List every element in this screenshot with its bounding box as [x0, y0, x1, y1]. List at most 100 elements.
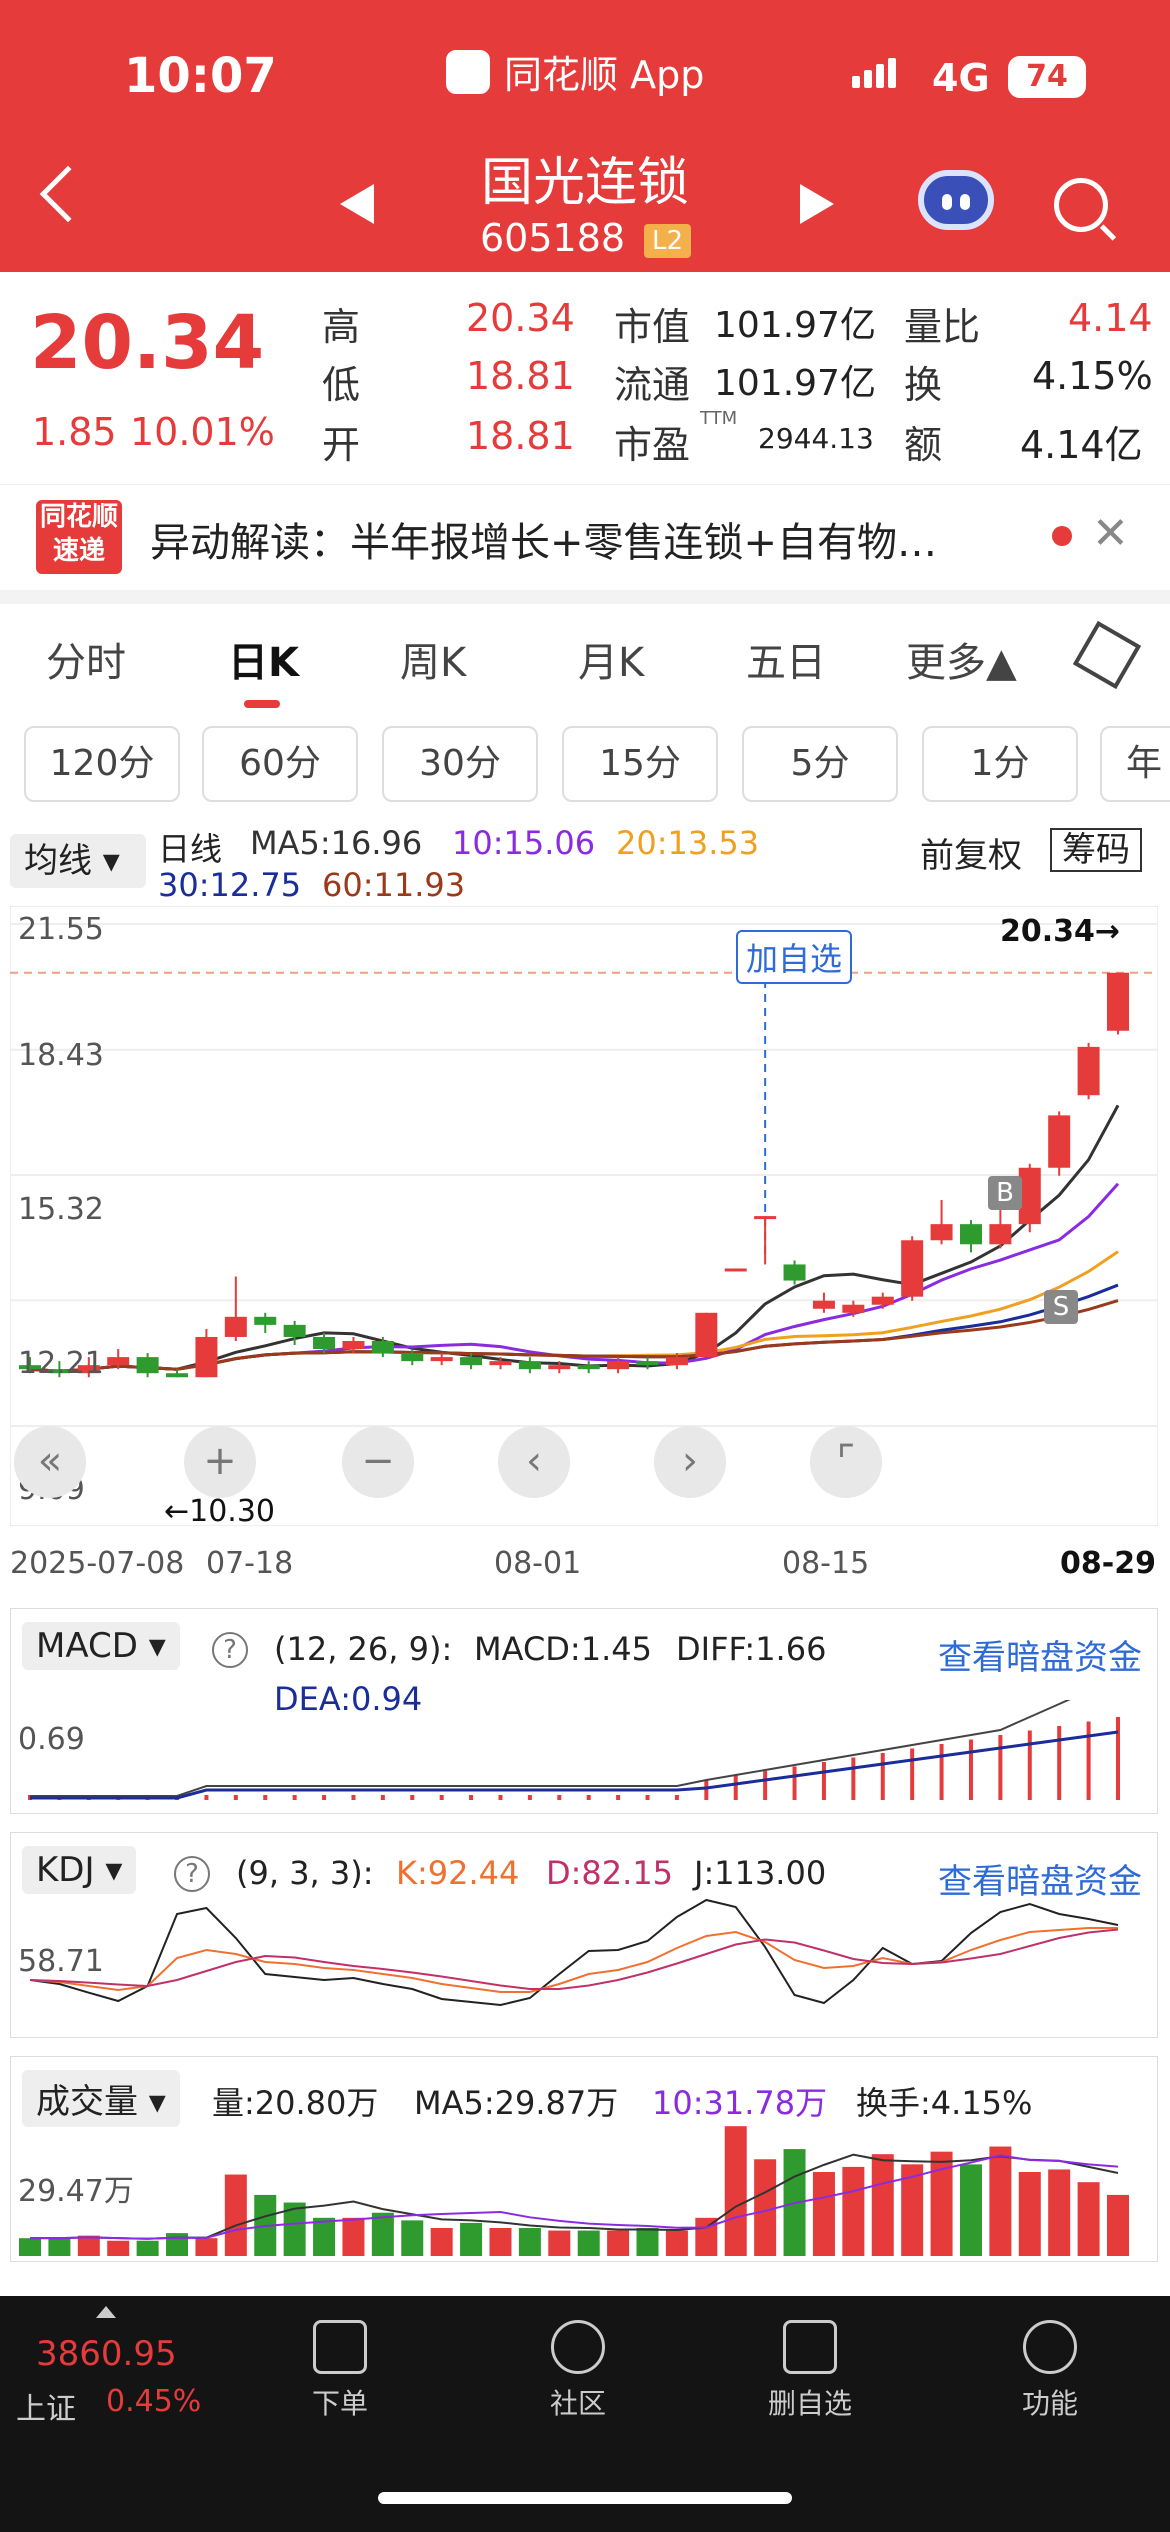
candle-body	[19, 1365, 41, 1370]
zoom-in-icon[interactable]: +	[184, 1426, 256, 1498]
volume-bar	[1077, 2182, 1100, 2256]
candle-body	[812, 1300, 835, 1309]
candle-body	[401, 1353, 424, 1362]
ai-robot-icon[interactable]	[918, 170, 994, 230]
chips-button[interactable]: 筹码	[1050, 828, 1142, 872]
index-value[interactable]: 3860.95	[36, 2334, 177, 2374]
news-logo: 同花顺 速递	[36, 500, 122, 574]
period-30[interactable]: 30分	[382, 726, 538, 802]
tab-week-k[interactable]: 周K	[400, 640, 467, 686]
volume-bar	[224, 2174, 247, 2256]
period-5[interactable]: 5分	[742, 726, 898, 802]
signal-icon	[852, 58, 900, 88]
dark-pool-link[interactable]: 查看暗盘资金	[938, 1862, 1142, 1902]
macd-selector[interactable]: MACD ▾	[22, 1622, 180, 1670]
news-text[interactable]: 异动解读：半年报增长+零售连锁+自有物…	[150, 520, 938, 566]
volume-bar	[283, 2202, 306, 2256]
pe-ttm-label: TTM	[700, 408, 738, 429]
add-watch-tag[interactable]: 加自选	[736, 930, 853, 984]
volume-bar	[724, 2126, 747, 2256]
volume-bar	[901, 2164, 924, 2256]
news-banner[interactable]	[0, 484, 1170, 590]
scroll-left-icon[interactable]: ‹	[498, 1426, 570, 1498]
tab-month-k[interactable]: 月K	[578, 640, 645, 686]
ma60-value: 60:11.93	[322, 866, 466, 904]
search-icon[interactable]	[1054, 178, 1108, 232]
macd-bar	[645, 1795, 650, 1800]
ma-selector[interactable]: 均线 ▾	[10, 834, 146, 888]
period-120[interactable]: 120分	[24, 726, 180, 802]
kdj-selector[interactable]: KDJ ▾	[22, 1846, 137, 1894]
volume-bar	[342, 2217, 365, 2256]
macd-dea: DEA:0.94	[274, 1680, 423, 1718]
volume-bar	[636, 2228, 659, 2256]
mktcap-label: 市值	[614, 305, 691, 349]
help-icon[interactable]: ?	[212, 1632, 248, 1668]
volume-bar	[812, 2172, 835, 2256]
period-year[interactable]: 年	[1100, 726, 1170, 802]
price-change: 1.85	[32, 410, 117, 454]
open-label: 开	[322, 423, 361, 467]
next-stock-icon[interactable]	[800, 184, 834, 224]
nav-remove-watch[interactable]: 删自选	[760, 2320, 860, 2422]
rewind-icon[interactable]: «	[14, 1426, 86, 1498]
ma20-value: 20:13.53	[616, 824, 760, 862]
fullscreen-icon[interactable]: ⌜	[810, 1426, 882, 1498]
scroll-right-icon[interactable]: ›	[654, 1426, 726, 1498]
volume-bar	[989, 2146, 1012, 2256]
sell-marker: S	[1044, 1290, 1078, 1324]
nav-functions[interactable]: 功能	[1010, 2320, 1090, 2422]
nav-community[interactable]: 社区	[538, 2320, 618, 2422]
macd-bar	[704, 1780, 709, 1800]
volume-bar	[107, 2240, 130, 2256]
settings-icon[interactable]	[1072, 620, 1142, 690]
nav-order[interactable]: 下单	[300, 2320, 380, 2422]
kdj-j-line	[29, 1898, 1119, 2007]
prev-stock-icon[interactable]	[340, 184, 374, 224]
pe-value: 2944.13	[758, 422, 874, 455]
macd-bar	[1116, 1717, 1120, 1800]
status-time: 10:07	[124, 48, 277, 104]
volume-bar	[48, 2238, 71, 2256]
index-arrow-icon	[96, 2306, 116, 2318]
volume-selector[interactable]: 成交量 ▾	[22, 2070, 180, 2127]
macd-bar	[939, 1744, 944, 1800]
period-15[interactable]: 15分	[562, 726, 718, 802]
candle-body	[254, 1316, 277, 1325]
macd-bar	[380, 1795, 385, 1800]
tab-more[interactable]: 更多▲	[906, 640, 1017, 686]
help-icon[interactable]: ?	[174, 1856, 210, 1892]
y-tick-1: 18.43	[18, 1038, 104, 1073]
volume-bar	[518, 2228, 541, 2256]
period-1[interactable]: 1分	[922, 726, 1078, 802]
turnover-value: 4.15%	[1032, 354, 1153, 398]
macd-bar	[880, 1753, 885, 1800]
volume-panel	[10, 2056, 1158, 2262]
battery-icon: 74	[1008, 56, 1086, 98]
candle-body	[1048, 1115, 1071, 1168]
high-value: 20.34	[466, 296, 575, 340]
tab-five-day[interactable]: 五日	[746, 640, 826, 686]
close-icon[interactable]: ✕	[1092, 508, 1129, 559]
adjust-label[interactable]: 前复权	[920, 836, 1022, 876]
tab-day-k[interactable]: 日K	[228, 640, 299, 686]
low-value: 18.81	[466, 354, 575, 398]
volume-bar	[665, 2230, 688, 2256]
vol-ratio-value: 4.14	[1068, 296, 1153, 340]
volume-bar	[77, 2235, 100, 2256]
kline-chart[interactable]	[10, 906, 1158, 1526]
dark-pool-link[interactable]: 查看暗盘资金	[938, 1638, 1142, 1678]
volume-bar	[548, 2230, 571, 2256]
macd-bar	[204, 1795, 209, 1800]
macd-tick: 0.69	[18, 1722, 85, 1757]
macd-bar	[616, 1795, 621, 1800]
low-label: 低	[322, 363, 361, 407]
period-60[interactable]: 60分	[202, 726, 358, 802]
macd-value: MACD:1.45	[474, 1630, 652, 1668]
macd-bar	[233, 1795, 238, 1800]
macd-params: (12, 26, 9):	[274, 1630, 453, 1668]
candle-body	[283, 1324, 306, 1337]
tab-fenshi[interactable]: 分时	[46, 640, 126, 686]
zoom-out-icon[interactable]: −	[342, 1426, 414, 1498]
stock-name: 国光连锁	[480, 153, 689, 213]
